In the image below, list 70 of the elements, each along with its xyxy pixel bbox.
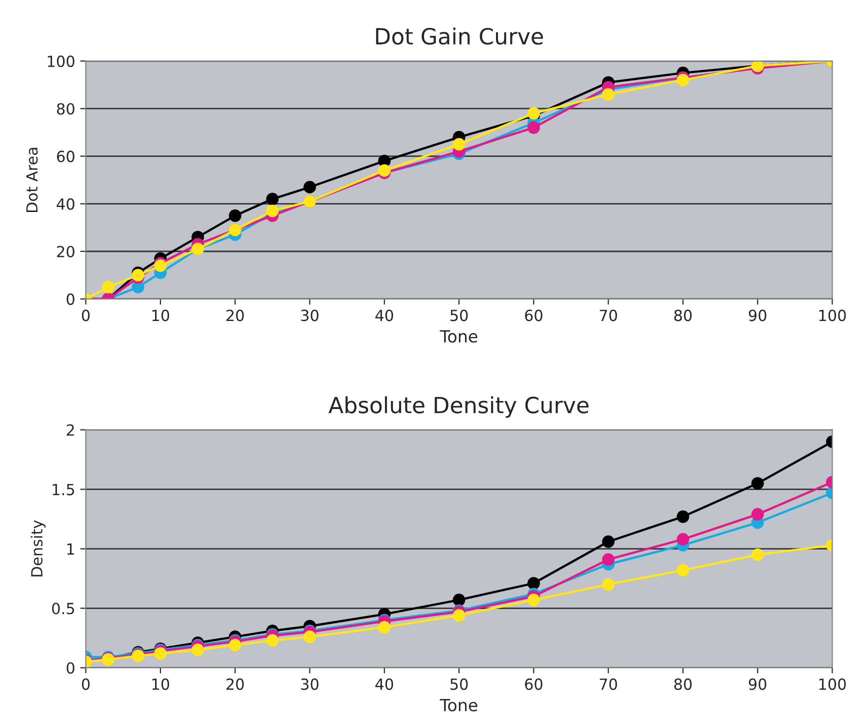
point	[378, 621, 391, 634]
point	[751, 548, 764, 561]
point	[527, 121, 540, 134]
y-axis-title: Dot Area	[26, 148, 38, 212]
point	[527, 577, 540, 590]
point	[751, 508, 764, 521]
x-tick-label: 70	[600, 678, 618, 690]
x-tick-label: 0	[82, 678, 90, 690]
y-tick-label: 0.5	[52, 602, 74, 614]
line-series	[86, 61, 832, 299]
x-axis-title: Tone	[440, 330, 478, 343]
x-tick-label: 40	[375, 310, 394, 322]
y-tick-label: 40	[56, 198, 74, 210]
point	[303, 180, 316, 194]
point	[154, 647, 167, 660]
point	[452, 594, 466, 606]
x-axis-title: Tone	[440, 699, 478, 712]
point	[527, 594, 540, 606]
point	[751, 477, 764, 490]
y-tick-label: 20	[57, 246, 74, 258]
x-tick-label: 50	[450, 678, 468, 690]
x-tick-label: 40	[375, 678, 394, 690]
point	[228, 638, 242, 652]
point	[102, 280, 114, 294]
x-tick-label: 30	[301, 678, 318, 690]
y-tick-label: 100	[48, 55, 74, 68]
x-tick-label: 80	[674, 678, 692, 690]
x-tick-label: 20	[226, 678, 244, 690]
point	[266, 634, 279, 647]
point	[676, 510, 690, 523]
x-tick-label: 30	[301, 310, 318, 322]
x-tick-label: 90	[748, 678, 766, 690]
x-tick-label: 10	[152, 678, 170, 690]
point	[602, 578, 615, 591]
point	[452, 609, 466, 622]
point	[266, 204, 279, 218]
point	[602, 88, 615, 101]
x-tick-label: 80	[674, 310, 692, 322]
point	[192, 644, 204, 656]
point	[378, 164, 391, 177]
point	[452, 138, 466, 151]
point	[527, 107, 540, 120]
x-tick-label: 100	[819, 310, 846, 322]
x-tick-label: 0	[82, 310, 90, 322]
x-tick-label: 50	[450, 310, 468, 322]
y-tick-label: 0	[66, 662, 74, 674]
point	[676, 564, 690, 576]
x-tick-label: 100	[819, 678, 846, 690]
y-tick-label: 0	[66, 293, 74, 305]
x-tick-label: 60	[525, 678, 542, 690]
point	[303, 630, 316, 644]
y-tick-label: 1	[67, 543, 74, 555]
y-tick-label: 2	[66, 424, 74, 436]
point	[228, 209, 242, 222]
x-tick-label: 20	[226, 310, 244, 322]
x-tick-label: 10	[152, 310, 170, 322]
y-tick-label: 60	[57, 150, 74, 162]
point	[676, 533, 690, 546]
x-tick-label: 60	[525, 310, 542, 322]
point	[676, 74, 690, 86]
y-axis-title: Density	[30, 520, 46, 576]
point	[602, 535, 615, 548]
chart-title: Absolute Density Curve	[328, 396, 588, 418]
x-tick-label: 90	[748, 310, 766, 322]
x-tick-label: 70	[600, 310, 618, 322]
chart-title: Dot Gain Curve	[376, 27, 543, 45]
point	[266, 192, 279, 206]
point	[602, 553, 615, 566]
y-tick-label: 1.5	[52, 484, 74, 496]
y-tick-label: 80	[56, 103, 74, 115]
